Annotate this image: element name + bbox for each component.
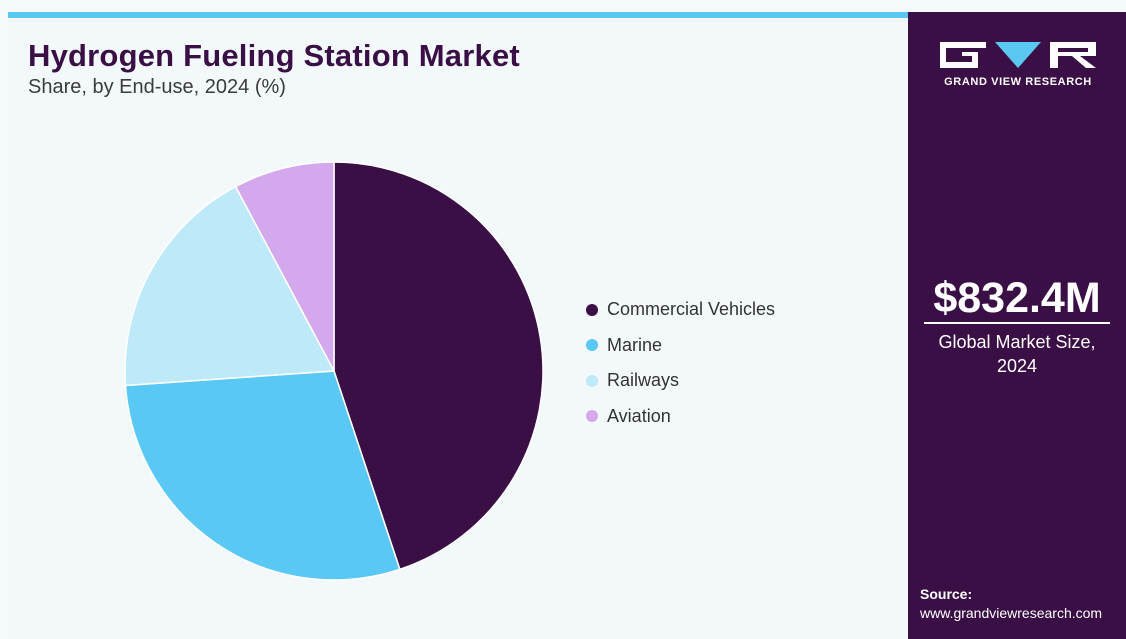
legend-swatch-aviation (586, 410, 598, 423)
legend-item-railways: Railways (586, 363, 775, 399)
legend-label-aviation: Aviation (607, 405, 671, 426)
legend-item-commercial-vehicles: Commercial Vehicles (586, 292, 775, 328)
logo-g-mark-icon (940, 42, 986, 68)
legend-label-marine: Marine (607, 334, 663, 355)
market-size-caption-line1: Global Market Size, (938, 332, 1096, 352)
legend-item-marine: Marine (586, 328, 775, 364)
legend-label-railways: Railways (607, 370, 680, 391)
market-size-caption: Global Market Size, 2024 (908, 330, 1126, 378)
pie-chart (124, 161, 544, 581)
grand-view-research-logo: GRAND VIEW RESEARCH (940, 42, 1096, 88)
logo-marks (940, 42, 1096, 68)
pie-slice-commercial-vehicles (333, 161, 544, 571)
legend-swatch-railways (586, 374, 598, 387)
chart-subtitle: Share, by End-use, 2024 (%) (28, 76, 286, 98)
legend-item-aviation: Aviation (586, 399, 775, 435)
accent-bar (8, 12, 908, 18)
legend-label-commercial-vehicles: Commercial Vehicles (607, 299, 776, 320)
chart-title: Hydrogen Fueling Station Market (28, 38, 520, 73)
pie-slice-aviation (234, 161, 335, 372)
market-size-caption-line2: 2024 (996, 356, 1038, 376)
pie-slice-railways (124, 185, 336, 387)
source-url[interactable]: www.grandviewresearch.com (920, 605, 1103, 621)
logo-text: GRAND VIEW RESEARCH (944, 76, 1092, 88)
legend-swatch-marine (586, 339, 598, 352)
chart-card: Hydrogen Fueling Station Market Share, b… (8, 12, 1126, 639)
legend: Commercial Vehicles Marine Railways Avia… (586, 292, 775, 434)
logo-r-mark-icon (1050, 42, 1096, 68)
market-size-divider (924, 322, 1110, 324)
legend-swatch-commercial-vehicles (586, 303, 598, 316)
pie-slice-marine (124, 370, 401, 581)
side-panel: GRAND VIEW RESEARCH $832.4M Global Marke… (908, 12, 1126, 639)
market-size-value: $832.4M (933, 274, 1101, 322)
source-label: Source: (920, 586, 973, 602)
logo-v-mark-icon (995, 42, 1041, 68)
